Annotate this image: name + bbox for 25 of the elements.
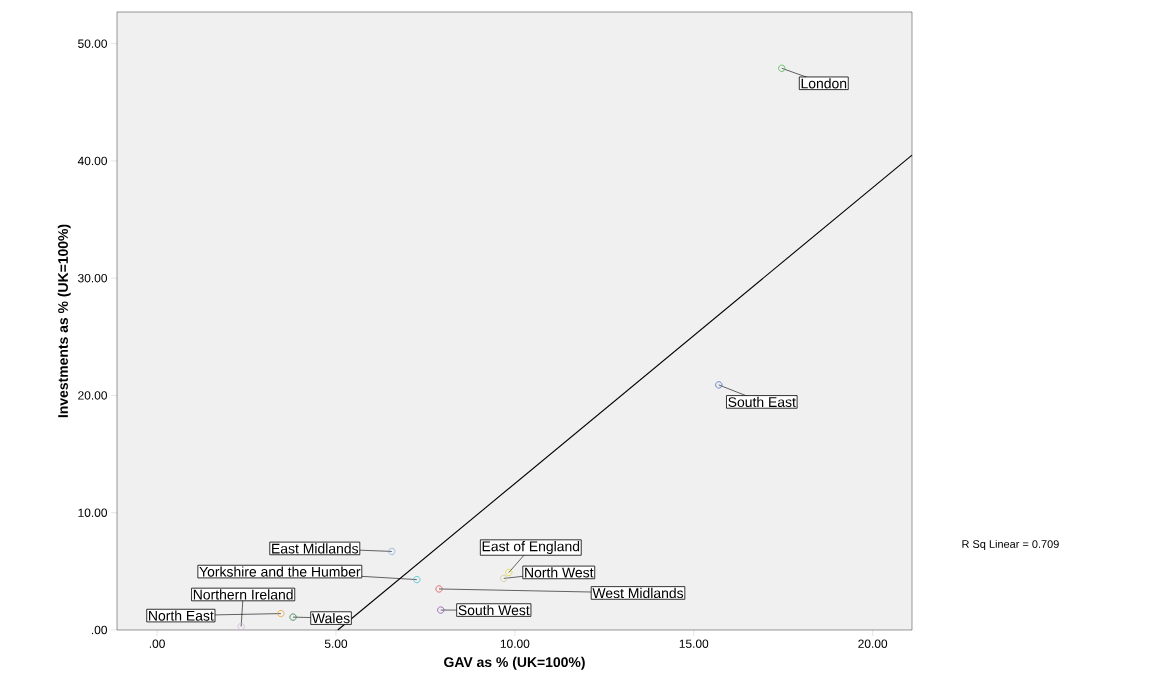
series-label: South East	[728, 396, 796, 408]
series-label: North West	[525, 567, 594, 578]
series-label: London	[801, 78, 847, 89]
y-tick-label: 40.00	[77, 156, 108, 166]
y-tick-label: 30.00	[78, 273, 108, 283]
x-tick-label: 20.00	[858, 639, 888, 648]
series-label: South West	[458, 604, 530, 616]
x-tick-label: 10.00	[500, 639, 530, 648]
x-tick-label: 15.00	[679, 639, 709, 648]
text: East Midlands	[272, 543, 359, 554]
x-tick-label: .00	[149, 639, 165, 648]
text: North East	[149, 610, 214, 621]
y-axis-title: Investments as % (UK=100%)	[57, 224, 71, 418]
x-axis-title: GAV as % (UK=100%)	[444, 656, 585, 670]
text: R Sq Linear = 0.709	[962, 539, 1059, 551]
text: West Midlands	[592, 587, 684, 599]
text: East of England	[482, 541, 580, 555]
y-tick-label: 20.00	[78, 391, 108, 400]
y-tick-label: 50.00	[78, 39, 108, 48]
y-tick-label: 10.00	[78, 508, 108, 517]
y-tick-label: .00	[91, 625, 108, 635]
text: Yorkshire and the Humber	[199, 566, 361, 577]
series-label: Wales	[311, 612, 350, 624]
x-tick-label: 5.00	[324, 639, 348, 648]
text: Northern Ireland	[193, 589, 293, 600]
